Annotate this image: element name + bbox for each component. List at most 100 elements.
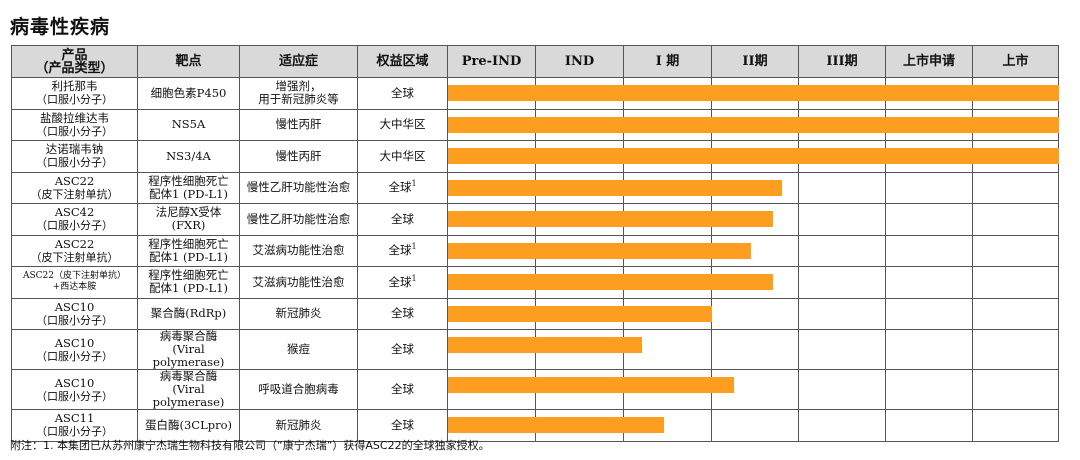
header-region: 权益区域	[357, 45, 448, 78]
product-name: ASC22	[54, 236, 95, 251]
region-label: 全球	[391, 417, 414, 432]
stage-cell	[798, 409, 886, 442]
stage-cell	[885, 409, 973, 442]
table-row: ASC10 （口服小分子） 聚合酶(RdRp) 新冠肺炎 全球	[11, 297, 1059, 330]
product-name: 盐酸拉维达韦	[40, 110, 109, 125]
pipeline-table: 产品 （产品类型） 靶点 适应症 权益区域 Pre-IND IND I 期 II…	[11, 45, 1059, 442]
stage-cell	[885, 203, 973, 236]
stage-cell	[972, 266, 1059, 299]
header-row: 产品 （产品类型） 靶点 适应症 权益区域 Pre-IND IND I 期 II…	[11, 45, 1059, 78]
region-label: 全球	[391, 382, 414, 396]
header-stage-launch: 上市	[972, 45, 1059, 78]
stage-cell	[447, 369, 734, 410]
product-type: （口服小分子）	[36, 389, 113, 403]
indication-cell: 新冠肺炎	[239, 409, 358, 442]
table-row: ASC10 （口服小分子） 病毒聚合酶 (Viral polymerase) 呼吸道合胞…	[11, 369, 1059, 410]
product-type: （口服小分子）	[36, 219, 113, 233]
table-row: ASC22 （皮下注射单抗） 程序性细胞死亡 配体1 (PD-L1) 艾滋病功能性治愈全…	[11, 234, 1059, 267]
indication-cell: 慢性乙肝功能性治愈	[239, 203, 358, 236]
target-cell: 程序性细胞死亡 配体1 (PD-L1)	[137, 266, 240, 299]
product-type: （皮下注射单抗）	[30, 187, 119, 201]
region-cell: 全球1	[357, 266, 448, 299]
stage-cell	[885, 266, 973, 299]
target-cell: 聚合酶(RdRp)	[137, 297, 240, 330]
progress-bar	[448, 337, 642, 353]
product-cell: 利托那韦 （口服小分子）	[11, 77, 138, 110]
product-type: （口服小分子）	[36, 156, 113, 170]
progress-bar	[448, 417, 664, 433]
stage-cell	[972, 329, 1059, 370]
stage-cell	[798, 297, 886, 330]
stage-cell	[447, 266, 773, 299]
product-cell: ASC42 （口服小分子）	[11, 203, 138, 236]
header-stage-nda: 上市申请	[885, 45, 973, 78]
table-row: 达诺瑞韦钠 （口服小分子） NS3/4A 慢性丙肝 大中华区	[11, 140, 1059, 173]
region-cell: 全球1	[357, 171, 448, 204]
target-cell: 病毒聚合酶 (Viral polymerase)	[137, 329, 240, 370]
stage-cell	[798, 329, 886, 370]
product-cell: ASC22 （皮下注射单抗）	[11, 234, 138, 267]
product-type: （口服小分子）	[36, 349, 113, 363]
region-label: 大中华区	[379, 148, 426, 163]
product-cell: ASC10 （口服小分子）	[11, 329, 138, 370]
table-row: 利托那韦 （口服小分子） 细胞色素P450 增强剂， 用于新冠肺炎等 全球	[11, 77, 1059, 110]
region-cell: 全球	[357, 369, 448, 410]
progress-bar	[448, 179, 782, 196]
region-cell: 全球	[357, 77, 448, 110]
progress-bar	[448, 242, 752, 259]
indication-cell: 新冠肺炎	[239, 297, 358, 330]
stage-cell	[972, 369, 1059, 410]
header-stage-phase1: I 期	[623, 45, 712, 78]
indication-cell: 慢性丙肝	[239, 108, 358, 141]
target-cell: NS5A	[137, 108, 240, 141]
product-name: 达诺瑞韦钠	[45, 142, 104, 157]
target-cell: 病毒聚合酶 (Viral polymerase)	[137, 369, 240, 410]
region-cell: 全球	[357, 297, 448, 330]
header-target: 靶点	[137, 45, 240, 78]
product-name: 利托那韦	[51, 79, 98, 94]
table-row: ASC10 （口服小分子） 病毒聚合酶 (Viral polymerase) 猴痘 全球	[11, 329, 1059, 370]
region-cell: 全球	[357, 203, 448, 236]
progress-bar	[448, 377, 734, 393]
region-label: 全球	[391, 85, 414, 100]
region-label: 大中华区	[379, 117, 426, 132]
region-cell: 全球	[357, 329, 448, 370]
stage-cell	[447, 171, 782, 204]
product-name: ASC22	[54, 173, 95, 188]
stage-cell	[447, 329, 642, 370]
stage-cell	[798, 266, 886, 299]
stage-cell	[798, 171, 886, 204]
product-type: （皮下注射单抗）	[30, 250, 119, 264]
stage-cell	[972, 297, 1059, 330]
region-cell: 全球	[357, 409, 448, 442]
stage-cell	[885, 369, 973, 410]
stage-cell	[711, 329, 799, 370]
header-indication: 适应症	[239, 45, 358, 78]
stage-cell	[972, 203, 1059, 236]
table-row: ASC11 （口服小分子） 蛋白酶(3CLpro) 新冠肺炎 全球	[11, 409, 1059, 442]
indication-cell: 艾滋病功能性治愈	[239, 266, 358, 299]
progress-bar	[448, 274, 773, 290]
indication-cell: 慢性丙肝	[239, 140, 358, 173]
product-name: ASC10	[54, 299, 95, 314]
header-stage-pre-ind: Pre-IND	[447, 45, 536, 78]
progress-bar	[448, 211, 773, 227]
footnote-marker: 1	[411, 242, 417, 252]
product-type: （口服小分子）	[36, 313, 113, 327]
stage-cell	[798, 234, 886, 267]
target-cell: 程序性细胞死亡 配体1 (PD-L1)	[137, 171, 240, 204]
stage-cell	[447, 77, 1059, 110]
product-name: ASC10	[54, 375, 95, 390]
indication-cell: 呼吸道合胞病毒	[239, 369, 358, 410]
table-row: ASC42 （口服小分子） 法尼醇X受体 (FXR) 慢性乙肝功能性治愈 全球	[11, 203, 1059, 236]
progress-bar	[448, 148, 1059, 164]
table-row: ASC22（皮下注射单抗） +西达本胺 程序性细胞死亡 配体1 (PD-L1) 艾滋病功…	[11, 266, 1059, 299]
stage-cell	[798, 369, 886, 410]
table-row: 盐酸拉维达韦 （口服小分子） NS5A 慢性丙肝 大中华区	[11, 108, 1059, 141]
product-cell: ASC10 （口服小分子）	[11, 369, 138, 410]
product-type: （口服小分子）	[36, 425, 113, 439]
header-stage-phase2: II期	[711, 45, 799, 78]
indication-cell: 艾滋病功能性治愈	[239, 234, 358, 267]
product-cell: 达诺瑞韦钠 （口服小分子）	[11, 140, 138, 173]
table-row: ASC22 （皮下注射单抗） 程序性细胞死亡 配体1 (PD-L1) 慢性乙肝功能性治愈…	[11, 171, 1059, 204]
